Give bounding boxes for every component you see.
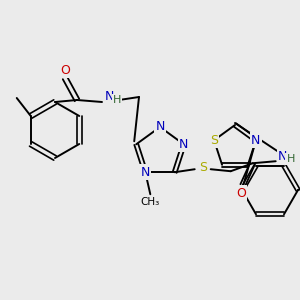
Text: H: H bbox=[113, 95, 121, 105]
Text: H: H bbox=[286, 154, 295, 164]
Text: N: N bbox=[251, 134, 261, 147]
Text: O: O bbox=[60, 64, 70, 76]
Text: N: N bbox=[155, 121, 165, 134]
Text: O: O bbox=[236, 187, 246, 200]
Text: CH₃: CH₃ bbox=[141, 197, 160, 207]
Text: N: N bbox=[278, 150, 287, 163]
Text: N: N bbox=[141, 166, 150, 179]
Text: N: N bbox=[179, 138, 188, 151]
Text: S: S bbox=[210, 134, 218, 147]
Text: S: S bbox=[199, 161, 207, 174]
Text: N: N bbox=[104, 91, 114, 103]
